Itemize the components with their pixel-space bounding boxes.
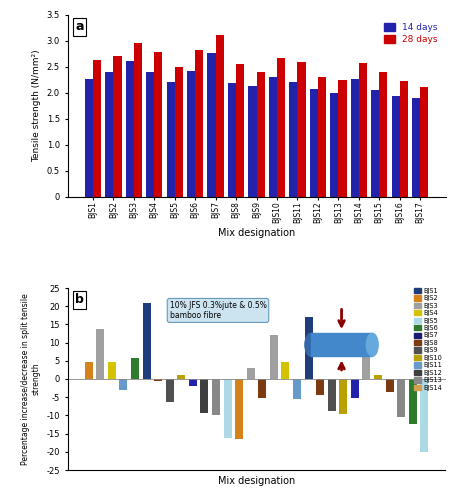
Bar <box>126 61 134 197</box>
Y-axis label: Percentage increase/decrease in split tensile
strength: Percentage increase/decrease in split te… <box>22 293 41 465</box>
Text: b: b <box>75 294 84 306</box>
Bar <box>119 379 127 390</box>
Bar <box>409 379 417 424</box>
Bar <box>310 90 318 197</box>
Bar <box>359 64 367 197</box>
Bar <box>277 58 285 197</box>
Bar <box>146 72 154 197</box>
Bar <box>318 78 326 197</box>
Bar <box>392 96 400 197</box>
Bar <box>96 330 104 379</box>
Bar <box>269 78 277 197</box>
Bar <box>328 379 336 411</box>
Bar <box>256 72 265 197</box>
X-axis label: Mix designation: Mix designation <box>218 476 295 486</box>
Bar <box>154 379 162 381</box>
Bar <box>224 379 232 438</box>
Bar <box>374 375 382 379</box>
Bar <box>316 379 324 396</box>
Bar <box>362 336 370 379</box>
Bar <box>166 82 175 197</box>
Legend: 14 days, 28 days: 14 days, 28 days <box>380 20 441 48</box>
Bar <box>371 90 379 197</box>
Bar <box>212 379 220 415</box>
Bar <box>386 379 394 392</box>
Bar <box>154 52 162 197</box>
Bar <box>93 60 101 197</box>
Bar <box>216 36 224 197</box>
Bar <box>351 379 359 398</box>
Bar <box>85 362 93 379</box>
Bar <box>258 379 266 398</box>
Text: a: a <box>75 20 84 34</box>
Bar <box>195 50 203 197</box>
Bar <box>248 86 256 197</box>
Bar <box>330 93 338 197</box>
Bar <box>113 56 122 197</box>
Bar <box>338 80 346 197</box>
Bar <box>351 79 359 197</box>
Bar <box>235 379 243 439</box>
Bar <box>134 42 142 197</box>
Bar <box>228 82 236 197</box>
Bar <box>207 53 216 197</box>
Bar <box>166 379 174 402</box>
Bar <box>293 379 301 399</box>
X-axis label: Mix designation: Mix designation <box>218 228 295 238</box>
Bar <box>247 368 255 379</box>
Bar <box>143 303 151 379</box>
Bar <box>339 379 347 414</box>
Bar <box>305 318 313 379</box>
Bar <box>297 62 306 197</box>
Bar <box>289 82 297 197</box>
Y-axis label: Tensile strength (N/mm²): Tensile strength (N/mm²) <box>32 50 41 162</box>
Bar <box>187 71 195 197</box>
Bar <box>397 379 405 417</box>
Bar <box>412 98 420 197</box>
Bar <box>189 379 197 386</box>
Bar <box>281 362 289 379</box>
Legend: BJS1, BJS2, BJS3, BJS4, BJS5, BJS6, BJS7, BJS8, BJS9, BJS10, BJS11, BJS12, BJS13: BJS1, BJS2, BJS3, BJS4, BJS5, BJS6, BJS7… <box>414 288 442 391</box>
Text: 10% JFS 0.3%jute & 0.5%
bamboo fibre: 10% JFS 0.3%jute & 0.5% bamboo fibre <box>170 300 266 320</box>
Bar <box>131 358 139 379</box>
Bar <box>270 335 278 379</box>
Bar <box>177 375 185 379</box>
Bar <box>200 379 208 413</box>
Bar <box>105 72 113 197</box>
Bar <box>400 81 408 197</box>
Bar <box>236 64 244 197</box>
Bar <box>108 362 116 379</box>
Bar <box>420 379 428 452</box>
Bar <box>379 72 387 197</box>
Bar <box>420 88 428 197</box>
Bar <box>175 67 183 197</box>
Bar <box>85 79 93 197</box>
